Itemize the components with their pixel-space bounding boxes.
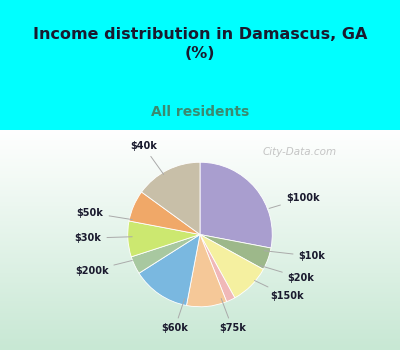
Wedge shape	[142, 162, 200, 234]
Text: $200k: $200k	[75, 260, 132, 276]
Wedge shape	[186, 234, 226, 307]
Wedge shape	[139, 234, 200, 306]
Text: $30k: $30k	[74, 233, 132, 243]
Text: All residents: All residents	[151, 105, 249, 119]
Wedge shape	[200, 234, 271, 269]
Text: City-Data.com: City-Data.com	[263, 147, 337, 156]
Wedge shape	[129, 192, 200, 234]
Wedge shape	[128, 221, 200, 257]
Wedge shape	[131, 234, 200, 273]
Text: $40k: $40k	[130, 141, 164, 174]
Text: $100k: $100k	[269, 193, 320, 208]
Text: $60k: $60k	[161, 299, 188, 334]
Text: $10k: $10k	[264, 251, 326, 261]
Text: $75k: $75k	[219, 299, 246, 334]
Wedge shape	[200, 234, 235, 302]
Wedge shape	[200, 234, 263, 298]
Text: $150k: $150k	[254, 280, 304, 301]
Text: $20k: $20k	[260, 266, 314, 283]
Text: Income distribution in Damascus, GA
(%): Income distribution in Damascus, GA (%)	[33, 27, 367, 61]
Wedge shape	[200, 162, 272, 248]
Text: $50k: $50k	[77, 208, 132, 219]
